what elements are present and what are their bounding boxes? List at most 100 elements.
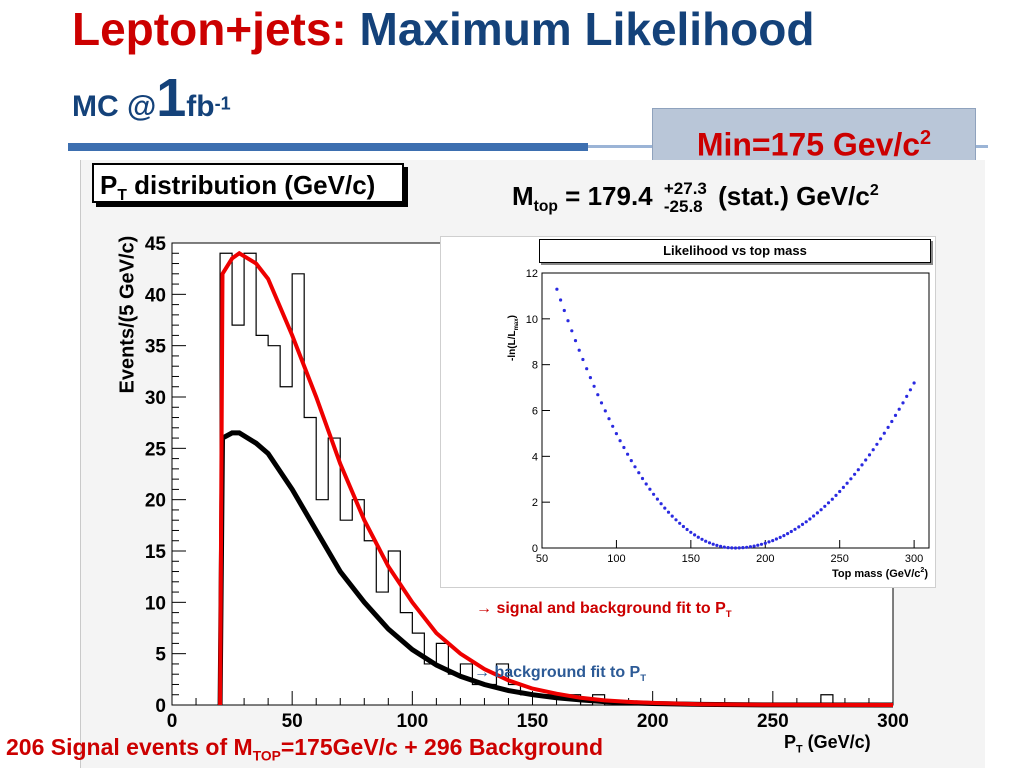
likelihood-point (573, 339, 578, 343)
likelihood-point (897, 407, 901, 411)
likelihood-point (674, 518, 678, 522)
likelihood-point (722, 545, 726, 549)
likelihood-point (763, 541, 767, 545)
likelihood-point (782, 534, 786, 538)
inset-y-tick-label: 2 (532, 497, 538, 509)
likelihood-point (778, 535, 782, 540)
background-fit-annotation: → background fit to PT (474, 664, 646, 684)
likelihood-point (741, 546, 745, 550)
likelihood-point (882, 431, 886, 435)
min-box: Min=175 Gev/c2 (652, 108, 976, 168)
likelihood-point (603, 409, 607, 413)
likelihood-point (812, 514, 816, 518)
main-x-tick-label: 100 (396, 711, 428, 732)
likelihood-point (912, 381, 916, 385)
likelihood-point (581, 357, 585, 362)
inset-x-tick-label: 300 (905, 553, 923, 565)
likelihood-point (626, 452, 630, 456)
likelihood-point (652, 492, 656, 496)
inset-y-tick-label: 10 (526, 314, 538, 326)
inset-y-tick-label: 0 (532, 543, 538, 555)
background-annotation-sub: T (640, 673, 647, 685)
subtitle-mc: MC @ (72, 90, 157, 123)
mtop-minus-error: -25.8 (663, 197, 703, 216)
inset-title: Likelihood vs top mass (539, 239, 931, 263)
likelihood-point (585, 367, 589, 371)
likelihood-point (737, 546, 741, 550)
likelihood-point (759, 542, 764, 546)
likelihood-point (577, 348, 581, 352)
inset-x-axis-label: Top mass (GeV/c2) (832, 567, 928, 580)
likelihood-point (849, 477, 853, 481)
main-x-tick-label: 0 (167, 711, 178, 732)
main-x-axis-label: PT (GeV/c) (784, 732, 871, 756)
inset-y-tick-label: 4 (532, 451, 538, 463)
likelihood-point (786, 532, 790, 536)
main-y-tick-label: 15 (145, 542, 167, 563)
signal-fit-annotation: → signal and background fit to PT (476, 597, 836, 626)
inset-x-tick-label: 150 (682, 553, 700, 565)
likelihood-point (719, 544, 723, 549)
likelihood-point (555, 287, 559, 291)
likelihood-point (629, 459, 633, 463)
likelihood-point (685, 527, 689, 532)
main-y-tick-label: 5 (155, 645, 166, 666)
mtop-exponent: 2 (869, 182, 879, 200)
pt-label-rest: distribution (GeV/c) (126, 170, 376, 200)
likelihood-point (871, 448, 875, 452)
likelihood-point (774, 537, 779, 541)
background-annotation-text: → background fit to P (474, 664, 641, 681)
likelihood-point (793, 527, 797, 531)
likelihood-point (666, 510, 671, 514)
likelihood-point (644, 482, 648, 486)
likelihood-point (592, 384, 596, 388)
likelihood-point (681, 524, 686, 529)
likelihood-point (823, 504, 827, 508)
mtop-label: M (512, 180, 534, 211)
likelihood-point (562, 308, 566, 313)
likelihood-point (566, 319, 570, 323)
inset-y-axis-label: -ln(L/Lmax) (507, 315, 520, 361)
inset-x-tick-label: 250 (831, 553, 849, 565)
inset-y-tick-label: 12 (526, 268, 538, 280)
likelihood-point (689, 530, 693, 534)
likelihood-point (867, 453, 872, 457)
likelihood-point (745, 545, 749, 549)
likelihood-point (864, 458, 868, 462)
likelihood-point (715, 543, 719, 548)
likelihood-point (707, 541, 712, 545)
likelihood-point (789, 529, 793, 534)
likelihood-point (730, 546, 734, 550)
slide-title-blue: Maximum Likelihood (359, 3, 815, 55)
likelihood-point (640, 476, 645, 481)
main-x-tick-label: 150 (517, 711, 549, 732)
inset-x-tick-label: 200 (756, 553, 774, 565)
likelihood-point (767, 540, 771, 544)
slide-caption: 206 Signal events of MTOP=175GeV/c + 296… (6, 734, 603, 764)
caption-pre: 206 Signal events of M (6, 734, 253, 760)
signal-fit-curve (218, 250, 894, 707)
min-box-text: Min=175 Gev/c (696, 126, 921, 163)
mtop-result: Mtop = 179.4 +27.3 -25.8 (stat.) GeV/c2 (512, 180, 879, 216)
mtop-sub: top (533, 198, 558, 216)
main-x-tick-label: 300 (877, 711, 909, 732)
likelihood-point (830, 497, 834, 501)
likelihood-point (905, 394, 909, 398)
likelihood-point (853, 472, 857, 476)
inset-x-tick-label: 50 (536, 553, 548, 565)
likelihood-point (693, 533, 697, 537)
likelihood-point (570, 329, 574, 333)
caption-sub: TOP (252, 748, 281, 764)
likelihood-point (804, 520, 808, 524)
likelihood-point (856, 468, 860, 472)
likelihood-point (611, 424, 615, 428)
main-x-tick-label: 50 (282, 711, 303, 732)
likelihood-point (800, 522, 805, 527)
mtop-units: (stat.) GeV/c (718, 180, 870, 211)
likelihood-point (756, 543, 760, 547)
subtitle-fb: fb (186, 90, 215, 123)
subtitle-one: 1 (156, 68, 187, 128)
likelihood-point (659, 502, 663, 506)
pt-label-sub: T (117, 187, 127, 205)
